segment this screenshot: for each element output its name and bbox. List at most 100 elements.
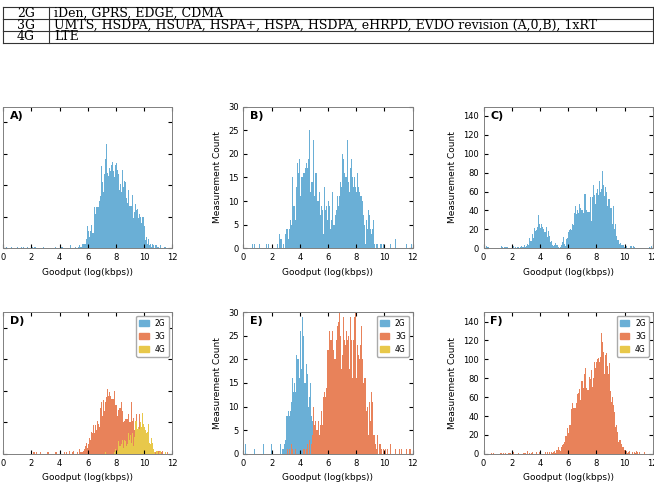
Bar [263, 445, 264, 454]
Bar [336, 210, 337, 248]
Bar [405, 449, 407, 454]
Bar [368, 210, 369, 248]
Bar [105, 396, 107, 454]
Bar [86, 443, 87, 454]
Bar [143, 432, 144, 454]
Bar [356, 173, 358, 248]
Bar [488, 247, 489, 248]
Bar [353, 341, 354, 454]
Bar [126, 198, 127, 248]
Bar [97, 421, 98, 454]
Bar [118, 441, 119, 454]
Bar [633, 246, 634, 248]
Bar [90, 440, 91, 454]
Bar [545, 232, 546, 248]
Bar [651, 246, 652, 248]
Bar [547, 452, 548, 454]
Bar [560, 240, 561, 248]
Bar [280, 445, 281, 454]
Bar [129, 206, 130, 248]
Bar [36, 452, 37, 454]
Bar [110, 171, 111, 248]
Text: LTE: LTE [54, 30, 78, 43]
Bar [99, 196, 101, 248]
Bar [568, 433, 569, 454]
Bar [621, 445, 622, 454]
Bar [126, 446, 127, 454]
Bar [304, 383, 305, 454]
Bar [586, 210, 587, 248]
Bar [339, 284, 340, 454]
Bar [105, 183, 107, 248]
Bar [291, 402, 292, 454]
Bar [544, 232, 545, 248]
Bar [506, 247, 508, 248]
Bar [577, 210, 578, 248]
Bar [314, 178, 315, 248]
Bar [353, 187, 354, 248]
Y-axis label: Measurement Count: Measurement Count [449, 131, 457, 224]
Bar [580, 400, 581, 454]
Bar [125, 419, 126, 454]
Bar [531, 453, 532, 454]
Bar [318, 449, 320, 454]
Bar [502, 247, 503, 248]
Bar [127, 419, 128, 454]
Bar [313, 407, 314, 454]
Bar [337, 326, 338, 454]
Bar [32, 247, 33, 248]
Bar [104, 174, 105, 248]
Bar [81, 452, 82, 454]
Bar [132, 421, 133, 454]
Bar [55, 452, 56, 454]
Bar [47, 452, 48, 454]
Bar [401, 449, 402, 454]
Bar [111, 168, 112, 248]
Bar [113, 399, 114, 454]
Bar [350, 317, 351, 454]
Bar [611, 208, 612, 248]
Bar [603, 185, 604, 248]
Bar [167, 452, 168, 454]
Bar [346, 178, 347, 248]
Bar [21, 247, 22, 248]
Bar [368, 435, 369, 454]
Bar [351, 341, 352, 454]
Bar [525, 453, 526, 454]
Y-axis label: Measurement Count: Measurement Count [213, 131, 222, 224]
Bar [310, 383, 311, 454]
Bar [363, 369, 364, 454]
Bar [296, 187, 297, 248]
Bar [33, 452, 34, 454]
Bar [140, 440, 141, 454]
Bar [367, 407, 368, 454]
Bar [321, 449, 322, 454]
Bar [154, 247, 156, 248]
Bar [286, 430, 287, 454]
Bar [632, 452, 633, 454]
Bar [606, 353, 607, 454]
Bar [552, 453, 553, 454]
Bar [153, 245, 154, 248]
Bar [313, 445, 314, 454]
Bar [125, 441, 126, 454]
Bar [613, 206, 614, 248]
Bar [383, 244, 384, 248]
Bar [64, 452, 65, 454]
Bar [341, 402, 342, 454]
Bar [608, 374, 609, 454]
Bar [344, 173, 345, 248]
Bar [342, 154, 343, 248]
Text: iDen, GPRS, EDGE, CDMA: iDen, GPRS, EDGE, CDMA [54, 7, 223, 20]
Bar [124, 181, 125, 248]
Bar [381, 244, 382, 248]
Bar [571, 230, 572, 248]
Bar [335, 215, 336, 248]
Bar [92, 433, 93, 454]
Bar [312, 435, 313, 454]
Bar [545, 452, 546, 454]
Bar [87, 447, 88, 454]
Bar [365, 378, 366, 454]
Bar [300, 196, 301, 248]
Bar [569, 230, 570, 248]
